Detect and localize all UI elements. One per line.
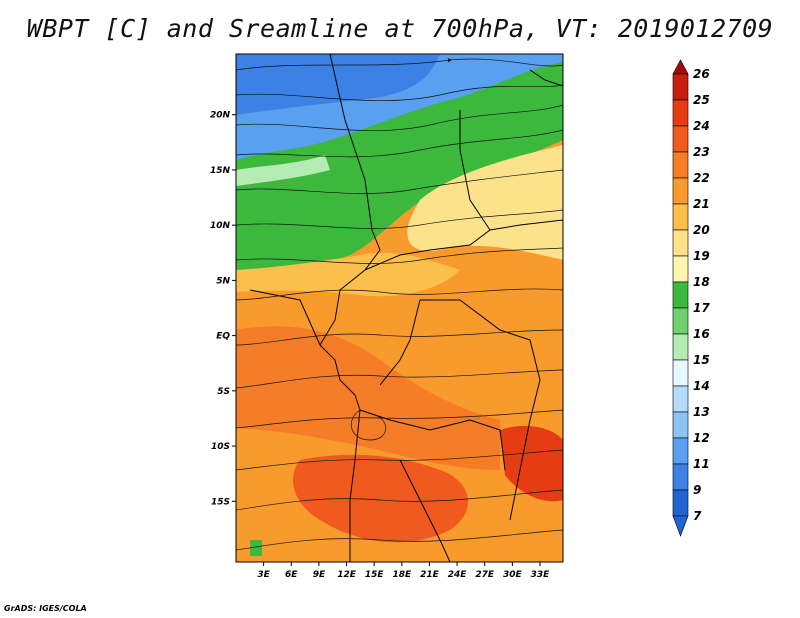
colorbar-label: 26 <box>693 67 710 81</box>
colorbar-label: 12 <box>693 431 710 445</box>
streamline-4 <box>236 129 563 158</box>
colorbar-swatch <box>672 73 689 101</box>
y-tick-label: 15N <box>210 166 231 176</box>
streamline-14 <box>236 529 563 551</box>
x-tick-label: 24E <box>448 570 468 580</box>
field-red-24 <box>500 425 563 502</box>
colorbar-label: 21 <box>693 197 710 211</box>
grads-credit: GrADS: IGES/COLA <box>4 604 87 613</box>
streamline-10 <box>236 369 563 389</box>
colorbar-swatch <box>672 151 689 179</box>
colorbar-swatch <box>672 307 689 335</box>
x-tick-label: 21E <box>420 570 440 580</box>
colorbar-swatch <box>672 229 689 257</box>
x-axis: 3E 6E 9E 12E 15E 18E 21E 24E 27E 30E 33E <box>257 562 550 580</box>
x-tick-label: 27E <box>475 570 495 580</box>
colorbar-label: 16 <box>693 327 710 341</box>
x-tick-label: 12E <box>337 570 357 580</box>
colorbar-label: 15 <box>693 353 710 367</box>
x-tick-label: 30E <box>503 570 523 580</box>
colorbar-swatch <box>672 489 689 517</box>
map-frame <box>235 53 564 563</box>
colorbar-swatch <box>672 281 689 309</box>
streamline-6 <box>236 209 563 229</box>
colorbar-swatch <box>672 385 689 413</box>
x-tick-label: 33E <box>531 570 551 580</box>
border-line-b <box>364 219 563 271</box>
field-cold-core <box>236 54 440 115</box>
streamline-13 <box>236 489 563 511</box>
border-line-g <box>399 459 451 562</box>
y-tick-label: 5S <box>217 387 230 397</box>
colorbar-top-arrow <box>672 59 689 75</box>
colorbar-swatch <box>672 203 689 231</box>
colorbar-label: 14 <box>693 379 710 393</box>
streamlines <box>236 58 563 551</box>
field-green-band <box>236 62 563 275</box>
colorbar-swatch <box>672 177 689 205</box>
y-tick-label: 5N <box>216 276 230 286</box>
colorbar-label: 20 <box>693 223 710 237</box>
y-tick-label: 20N <box>210 111 231 121</box>
colorbar-label: 11 <box>693 457 710 471</box>
colorbar-label: 13 <box>693 405 710 419</box>
colorbar-label: 24 <box>693 119 710 133</box>
border-line-f <box>349 409 361 562</box>
colorbar-swatch <box>672 437 689 465</box>
colorbar-label: 9 <box>693 483 701 497</box>
colorbar-label: 19 <box>693 249 710 263</box>
colorbar-swatch <box>672 463 689 491</box>
streamline-8 <box>236 288 563 301</box>
streamline-7 <box>236 247 563 264</box>
border-line-i <box>249 289 321 346</box>
streamline-9 <box>236 329 563 346</box>
field-pale-yellow <box>407 145 563 260</box>
streamline-3 <box>236 104 563 132</box>
y-tick-label: 10N <box>210 221 231 231</box>
x-tick-label: 18E <box>392 570 412 580</box>
streamline-eddy <box>350 409 386 441</box>
chart-title: WBPT [C] and Sreamline at 700hPa, VT: 20… <box>26 14 774 43</box>
colorbar-swatch <box>672 333 689 361</box>
x-tick-label: 3E <box>257 570 270 580</box>
colorbar-label: 25 <box>693 93 710 107</box>
colorbar-label: 22 <box>693 171 710 185</box>
y-tick-label: 10S <box>211 442 230 452</box>
border-line-c <box>459 110 491 231</box>
border-line-h <box>379 299 421 386</box>
x-tick-label: 9E <box>313 570 326 580</box>
y-tick-label: 15S <box>211 497 230 507</box>
field-orange-22 <box>236 326 500 470</box>
streamline-1 <box>236 58 563 71</box>
field-light-green <box>236 155 330 186</box>
field-yellow-band <box>236 252 460 297</box>
field-orange-23 <box>292 454 469 543</box>
country-borders <box>249 54 563 562</box>
colorbar: 26 25 24 23 22 21 20 19 18 17 16 15 14 13 12 11 9 7 <box>672 59 710 537</box>
colorbar-label: 23 <box>693 145 710 159</box>
field-green-patch <box>250 540 262 556</box>
colorbar-swatch <box>672 125 689 153</box>
wbpt-field <box>236 54 563 562</box>
streamline-2 <box>236 84 563 102</box>
colorbar-bottom-arrow <box>672 515 689 537</box>
colorbar-label: 17 <box>693 301 710 315</box>
border-line-d <box>420 299 541 521</box>
colorbar-swatch <box>672 99 689 127</box>
streamline-12 <box>236 449 563 471</box>
x-tick-label: 6E <box>285 570 298 580</box>
colorbar-label: 7 <box>693 509 702 523</box>
colorbar-label: 18 <box>693 275 710 289</box>
y-tick-label: EQ <box>216 332 230 342</box>
colorbar-swatch <box>672 411 689 439</box>
y-axis: 20N 15N 10N 5N EQ 5S 10S 15S <box>210 111 236 507</box>
x-tick-label: 15E <box>365 570 385 580</box>
colorbar-swatch <box>672 255 689 283</box>
colorbar-swatch <box>672 359 689 387</box>
streamline-5 <box>236 169 563 194</box>
border-line-j <box>529 69 563 87</box>
